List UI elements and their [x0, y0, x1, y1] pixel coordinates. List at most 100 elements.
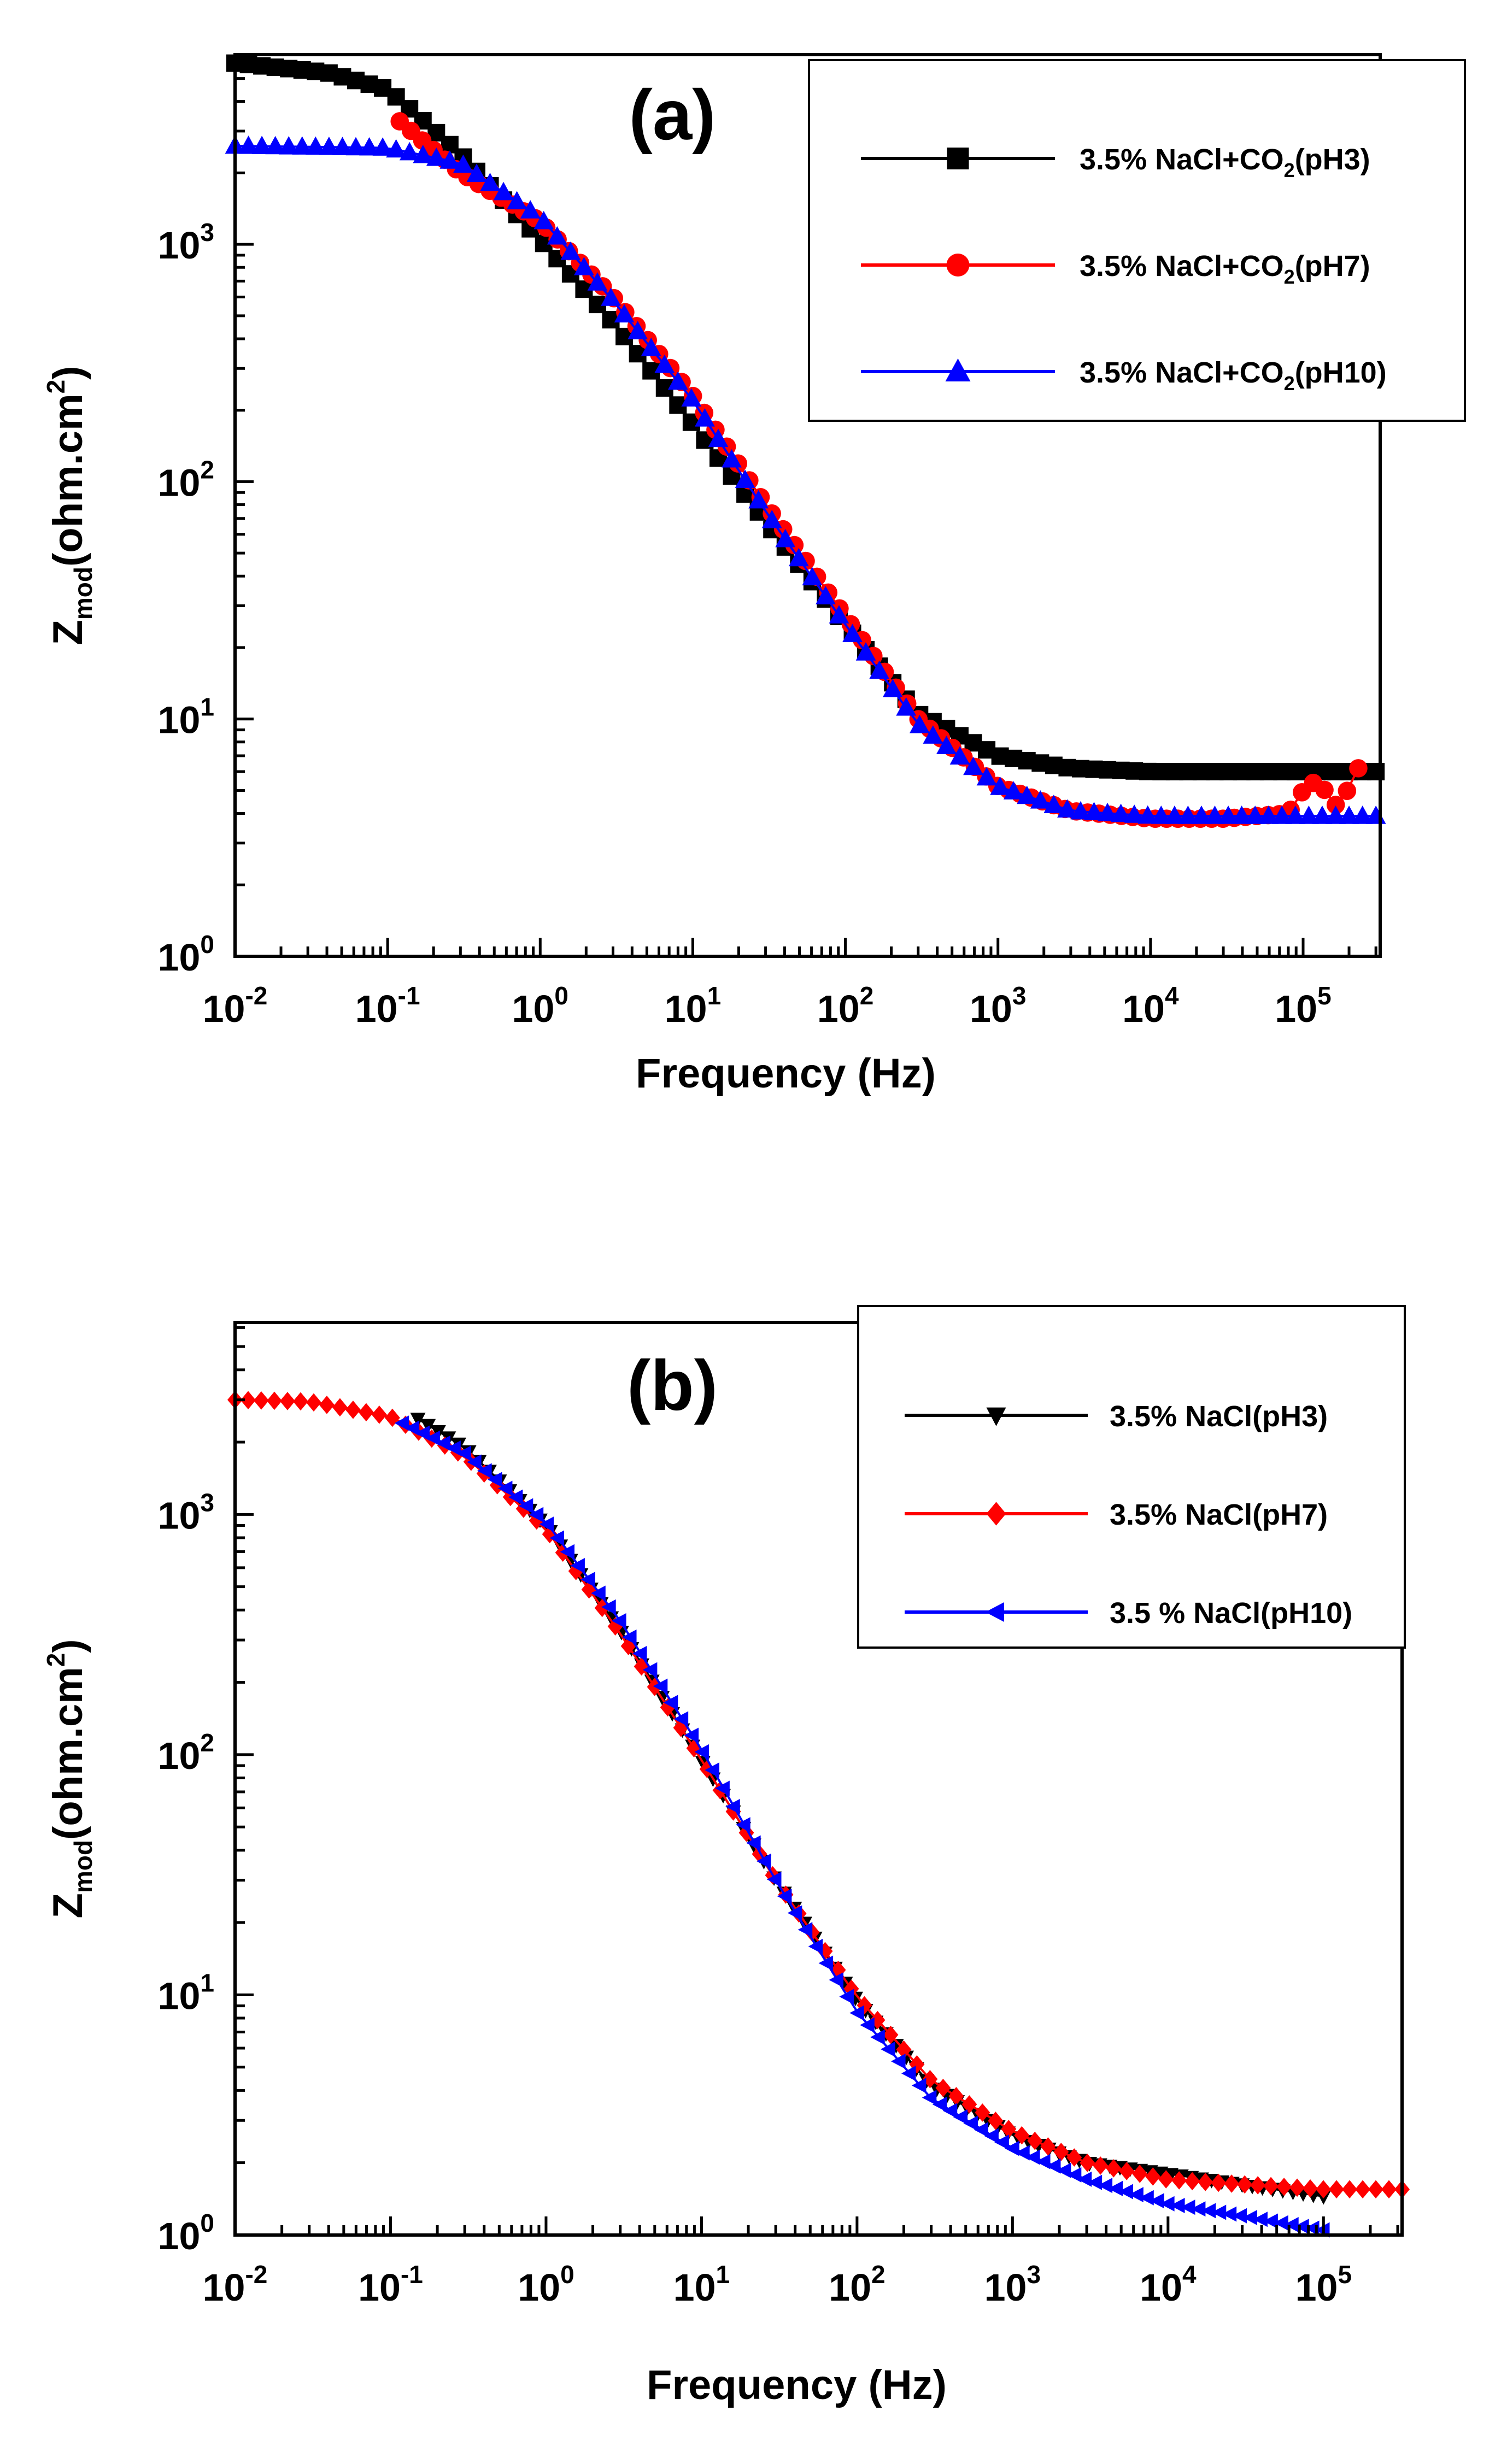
data-point — [319, 136, 339, 155]
data-point — [1285, 805, 1306, 824]
y-tick-label: 100 — [158, 930, 214, 979]
data-point — [1124, 804, 1145, 823]
data-point — [684, 1727, 699, 1743]
data-point — [1237, 2175, 1253, 2194]
data-point — [1005, 2140, 1019, 2156]
data-point — [1084, 802, 1104, 821]
data-point — [1315, 780, 1334, 799]
data-point — [358, 1403, 374, 1422]
data-point — [1145, 2167, 1161, 2186]
data-point — [1326, 805, 1346, 824]
data-point — [775, 528, 796, 548]
data-point — [426, 148, 447, 166]
data-point — [345, 137, 366, 156]
data-point — [695, 408, 715, 427]
x-axis-label: Frequency (Hz) — [636, 1050, 936, 1097]
data-point — [1381, 2180, 1397, 2199]
data-point — [1080, 2154, 1095, 2172]
data-point — [1263, 2177, 1279, 2196]
data-point — [1352, 805, 1373, 824]
data-point — [1365, 805, 1386, 824]
data-point — [601, 287, 621, 306]
x-tick-label: 104 — [1140, 2260, 1197, 2309]
data-point — [497, 1480, 513, 1496]
data-point — [1329, 2180, 1345, 2199]
data-point — [345, 1401, 361, 1419]
data-point — [1191, 2201, 1206, 2217]
data-point — [1160, 2196, 1175, 2212]
legend-marker — [945, 358, 971, 381]
legend-label: 3.5% NaCl(pH3) — [1110, 1400, 1328, 1433]
data-point — [881, 2041, 895, 2057]
data-point — [591, 1585, 606, 1601]
data-point — [574, 257, 594, 275]
data-point — [1170, 2197, 1185, 2213]
data-point — [1338, 781, 1357, 801]
data-point — [371, 1406, 387, 1424]
data-point — [1035, 2154, 1051, 2169]
legend-item-2: 3.5% NaCl(pH7) — [905, 1498, 1328, 1531]
data-point — [1316, 2180, 1332, 2199]
data-point — [453, 154, 473, 173]
data-point — [446, 1440, 461, 1456]
data-point — [533, 210, 554, 230]
data-point — [436, 1435, 450, 1451]
data-point — [642, 1662, 658, 1678]
data-point — [1312, 805, 1333, 824]
data-point — [425, 1430, 440, 1446]
data-point — [857, 1996, 872, 2015]
data-point — [1250, 2176, 1266, 2195]
data-point — [1294, 2219, 1309, 2234]
data-point — [1137, 805, 1158, 824]
series-3 — [394, 1415, 1330, 2238]
data-point — [1043, 795, 1064, 813]
x-tick-label: 100 — [518, 2260, 574, 2309]
data-point — [1263, 2213, 1278, 2229]
data-point — [896, 697, 917, 716]
data-point — [439, 150, 460, 169]
data-point — [507, 191, 527, 210]
data-point — [994, 2134, 1009, 2150]
data-point — [1015, 2145, 1030, 2161]
data-point — [394, 1415, 409, 1431]
data-point — [869, 660, 890, 679]
data-point — [632, 1645, 647, 1661]
x-tick-label: 10-1 — [358, 2260, 423, 2309]
x-tick-label: 102 — [817, 981, 873, 1030]
data-point — [1171, 2171, 1187, 2190]
data-point — [976, 767, 997, 786]
data-point — [278, 136, 299, 155]
data-point — [974, 2122, 988, 2138]
data-point — [542, 1525, 558, 1544]
data-point — [1178, 805, 1198, 824]
data-point — [766, 1872, 782, 1887]
legend-label: 3.5% NaCl+CO2(pH10) — [1080, 356, 1387, 395]
data-point — [1342, 2180, 1358, 2199]
data-point — [1111, 803, 1131, 822]
data-point — [935, 2079, 951, 2097]
x-tick-label: 101 — [665, 981, 721, 1030]
data-point — [466, 163, 487, 182]
data-point — [860, 2017, 875, 2033]
data-point — [1368, 2180, 1384, 2199]
data-point — [1198, 2173, 1213, 2191]
data-point — [560, 241, 581, 260]
data-point — [238, 136, 259, 154]
data-point — [922, 2069, 938, 2089]
data-point — [788, 548, 809, 567]
legend-marker — [946, 254, 970, 277]
panel-title: (a) — [629, 75, 716, 155]
y-axis-label: Zmod(ohm.cm2) — [42, 1639, 97, 1918]
data-point — [802, 567, 823, 586]
legend-marker — [947, 148, 969, 169]
data-point — [420, 1419, 436, 1434]
data-point — [1070, 801, 1091, 820]
data-point — [942, 2103, 958, 2119]
legend-box — [857, 1305, 1406, 1649]
x-tick-label: 100 — [512, 981, 568, 1030]
legend-label: 3.5 % NaCl(pH10) — [1110, 1597, 1352, 1630]
data-point — [816, 586, 836, 604]
data-point — [489, 1476, 505, 1495]
panel-title: (b) — [627, 1345, 718, 1425]
x-axis: 10-2 10-1 100 101 102 103 104 105 — [203, 2216, 1399, 2309]
